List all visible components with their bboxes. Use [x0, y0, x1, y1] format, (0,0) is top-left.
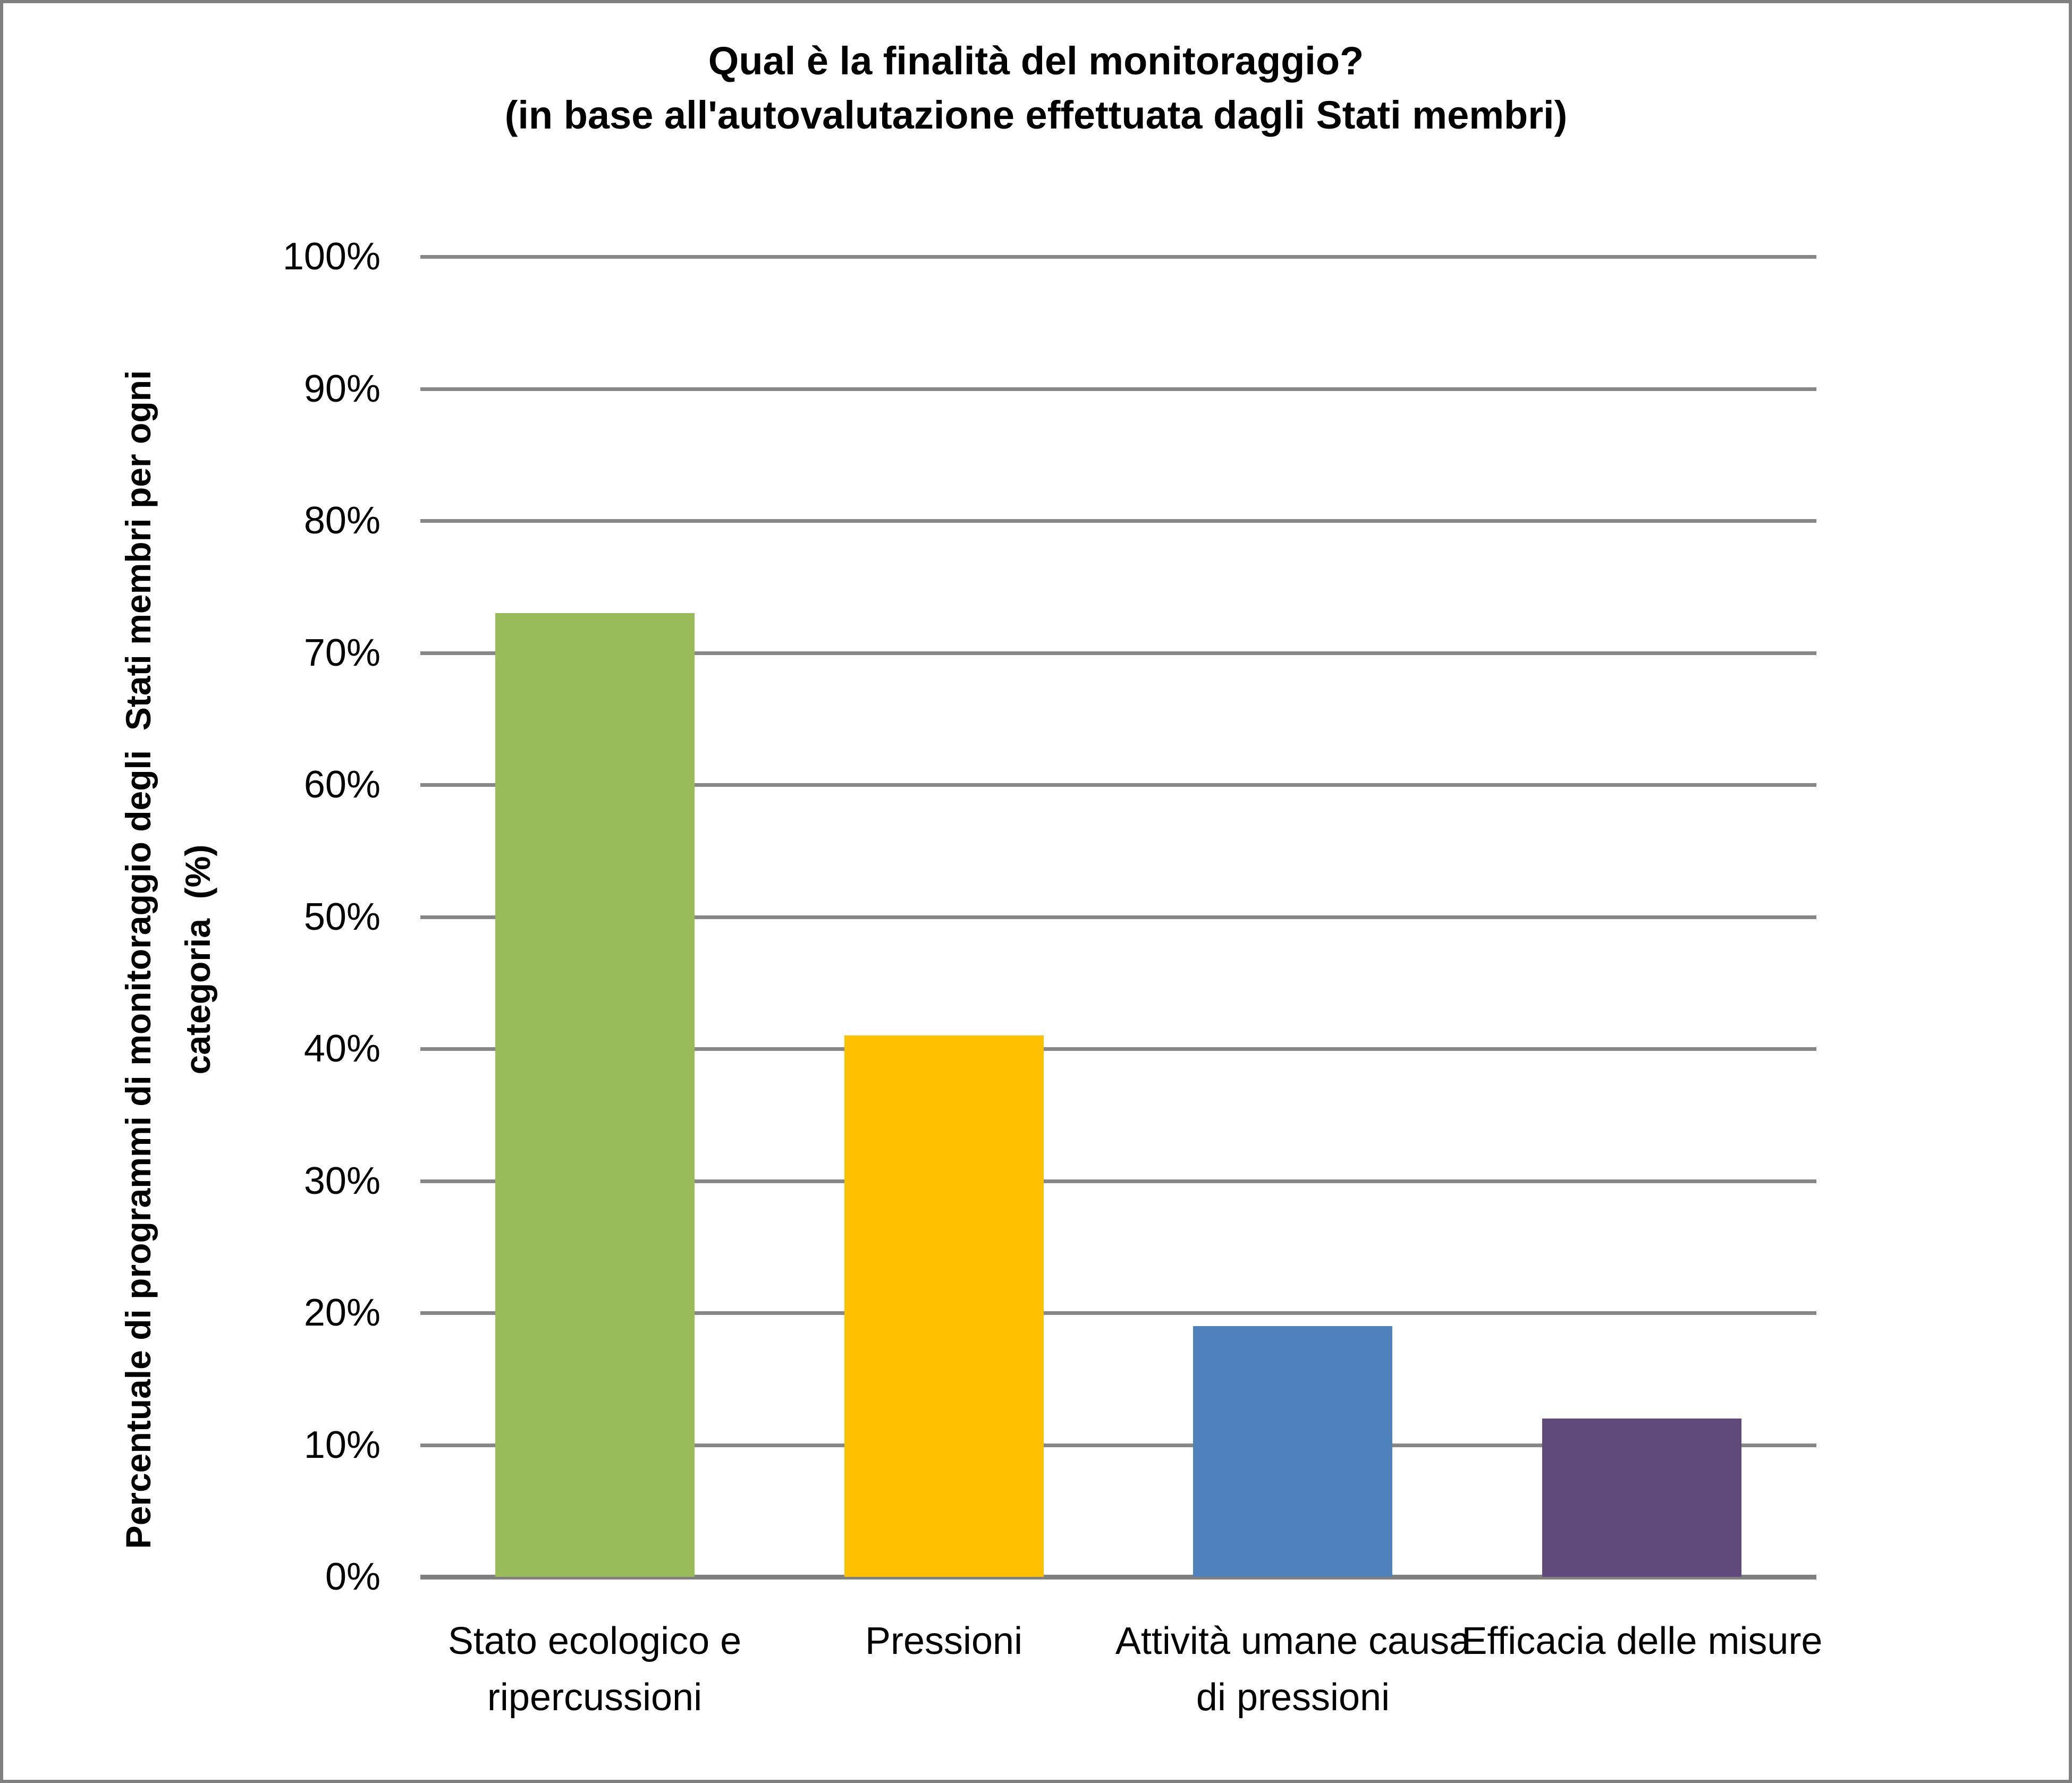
h-gridline	[420, 651, 1816, 655]
y-axis-tick-label: 70%	[303, 632, 380, 674]
h-gridline	[420, 387, 1816, 391]
h-gridline	[420, 1047, 1816, 1051]
y-axis-tick-label: 0%	[325, 1556, 380, 1598]
x-axis-category-label: Pressioni	[865, 1620, 1023, 1662]
h-gridline	[420, 255, 1816, 259]
y-axis-tick-label: 90%	[303, 368, 380, 410]
h-gridline	[420, 519, 1816, 523]
y-axis-tick-label: 10%	[303, 1424, 380, 1466]
chart-title-line1: Qual è la finalità del monitoraggio?	[708, 39, 1364, 83]
chart-title: Qual è la finalità del monitoraggio? (in …	[3, 34, 2069, 142]
y-axis-tick-label: 30%	[303, 1160, 380, 1202]
y-axis-tick-label: 60%	[303, 763, 380, 806]
x-axis-category-label: Stato ecologico e ripercussioni	[447, 1620, 752, 1719]
bar-3	[1193, 1326, 1392, 1577]
bar-2	[844, 1035, 1044, 1577]
y-axis-label-line1: Percentuale di programmi di monitoraggio…	[119, 370, 158, 1549]
x-axis-line	[420, 1575, 1816, 1580]
y-axis-tick-label: 50%	[303, 896, 380, 938]
y-axis-tick-label: 100%	[282, 235, 380, 278]
h-gridline	[420, 1179, 1816, 1183]
y-axis-tick-label: 80%	[303, 499, 380, 542]
x-axis-category-label: Attività umane causa di pressioni	[1115, 1620, 1482, 1719]
chart-title-line2: (in base all'autovalutazione effettuata …	[504, 93, 1568, 137]
h-gridline	[420, 915, 1816, 919]
bar-4	[1542, 1419, 1741, 1577]
h-gridline	[420, 1311, 1816, 1315]
x-axis-category-label: Efficacia delle misure	[1461, 1620, 1823, 1662]
bar-1	[495, 613, 695, 1577]
h-gridline	[420, 1444, 1816, 1447]
h-gridline	[420, 783, 1816, 787]
y-axis-tick-label: 20%	[303, 1292, 380, 1334]
y-axis-tick-label: 40%	[303, 1028, 380, 1070]
